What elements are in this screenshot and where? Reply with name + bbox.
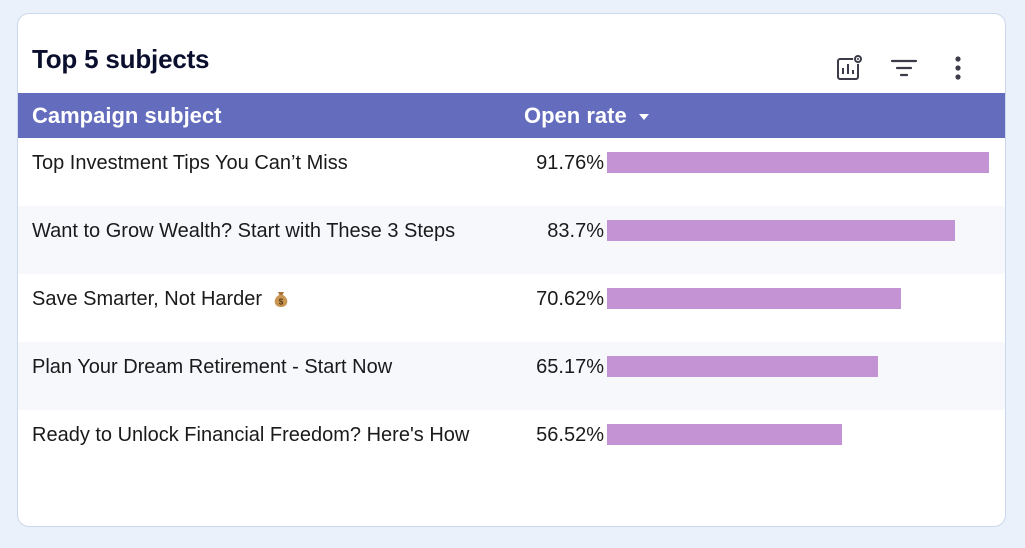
table-row[interactable]: Save Smarter, Not Harder $70.62%: [18, 274, 1005, 342]
chart-settings-icon: [837, 54, 863, 80]
cell-open-rate: 65.17%: [536, 356, 604, 378]
table-row[interactable]: Want to Grow Wealth? Start with These 3 …: [18, 206, 1005, 274]
chart-settings-button[interactable]: [833, 52, 867, 84]
campaign-subject-text: Top Investment Tips You Can’t Miss: [32, 152, 348, 174]
filter-button[interactable]: [887, 52, 921, 84]
cell-campaign-subject: Want to Grow Wealth? Start with These 3 …: [32, 206, 455, 256]
cell-campaign-subject: Top Investment Tips You Can’t Miss: [32, 138, 348, 188]
campaign-subject-text: Want to Grow Wealth? Start with These 3 …: [32, 220, 456, 242]
open-rate-bar: [607, 424, 842, 445]
table-header: Campaign subject Open rate: [18, 93, 1005, 138]
more-options-button[interactable]: [941, 52, 975, 84]
campaign-subject-text: Ready to Unlock Financial Freedom? Here'…: [32, 424, 470, 446]
widget-card: Top 5 subjects: [17, 13, 1006, 527]
filter-icon: [890, 59, 918, 77]
sort-descending-icon: [638, 113, 649, 120]
column-header-open-rate-label: Open rate: [524, 103, 627, 128]
cell-open-rate: 70.62%: [536, 288, 604, 310]
svg-text:$: $: [279, 297, 284, 306]
table-body: Top Investment Tips You Can’t Miss 91.76%…: [18, 138, 1005, 478]
cell-open-rate: 56.52%: [536, 424, 604, 446]
cell-open-rate: 91.76%: [536, 152, 604, 174]
column-header-subject[interactable]: Campaign subject: [32, 103, 222, 128]
table-row[interactable]: Plan Your Dream Retirement - Start Now 65…: [18, 342, 1005, 410]
campaign-subject-text: Plan Your Dream Retirement - Start Now: [32, 356, 393, 378]
cell-campaign-subject: Plan Your Dream Retirement - Start Now: [32, 342, 392, 392]
campaign-subject-text: Save Smarter, Not Harder: [32, 288, 263, 310]
open-rate-bar: [607, 220, 955, 241]
widget-title: Top 5 subjects: [32, 44, 210, 74]
cell-open-rate: 83.7%: [547, 220, 604, 242]
widget-toolbar: [833, 52, 975, 84]
column-header-open-rate[interactable]: Open rate: [524, 93, 649, 138]
open-rate-bar: [607, 152, 989, 173]
money-bag-icon: $: [274, 291, 288, 307]
open-rate-bar: [607, 288, 901, 309]
table-row[interactable]: Ready to Unlock Financial Freedom? Here'…: [18, 410, 1005, 478]
cell-campaign-subject: Ready to Unlock Financial Freedom? Here'…: [32, 410, 469, 460]
open-rate-bar: [607, 356, 878, 377]
cell-campaign-subject: Save Smarter, Not Harder $: [32, 274, 292, 324]
table-row[interactable]: Top Investment Tips You Can’t Miss 91.76%: [18, 138, 1005, 206]
more-vertical-icon: [955, 56, 961, 80]
